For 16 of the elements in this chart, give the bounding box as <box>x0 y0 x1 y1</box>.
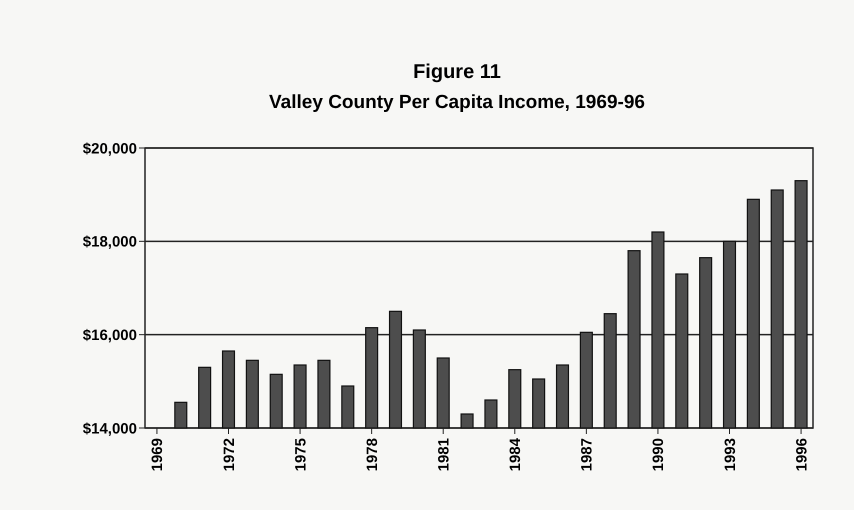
x-tick-label: 1993 <box>722 438 739 472</box>
y-tick-label: $20,000 <box>82 140 137 158</box>
y-tick-label: $18,000 <box>82 234 137 251</box>
x-tick-label: 1975 <box>292 438 310 472</box>
y-tick-label: $16,000 <box>82 326 137 344</box>
y-tick-label: $14,000 <box>82 420 137 438</box>
chart-subtitle: Valley County Per Capita Income, 1969-96 <box>269 92 645 113</box>
x-tick-label: 1987 <box>578 438 596 472</box>
x-tick-label: 1984 <box>507 437 524 472</box>
x-tick-label: 1981 <box>435 438 452 472</box>
chart-title: Figure 11 <box>413 61 501 83</box>
x-tick-label: 1969 <box>149 438 166 472</box>
x-tick-label: 1990 <box>650 438 668 472</box>
x-tick-label: 1978 <box>364 438 381 472</box>
x-tick-label: 1972 <box>220 438 238 472</box>
x-tick-label: 1996 <box>793 438 810 472</box>
